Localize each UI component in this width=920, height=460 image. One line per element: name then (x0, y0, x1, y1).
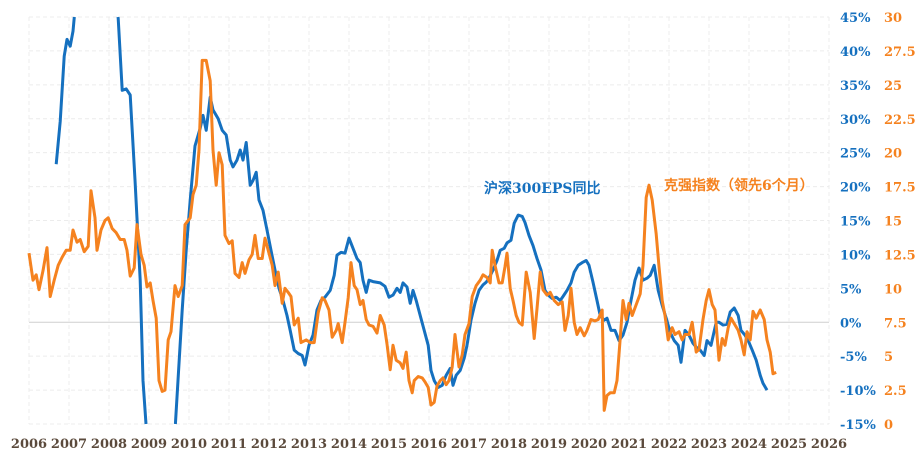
y-right-tick-label: 2.5 (884, 384, 907, 399)
x-tick-label: 2014 (331, 437, 367, 452)
y-left-tick-label: 15% (840, 215, 871, 230)
y-right-tick-label: 0 (884, 418, 893, 433)
y-left-tick-label: 10% (840, 248, 871, 263)
x-tick-label: 2019 (531, 437, 567, 452)
x-tick-label: 2013 (291, 437, 327, 452)
y-left-tick-label: -5% (840, 350, 867, 365)
y-right-tick-label: 30 (884, 11, 902, 26)
x-tick-label: 2011 (211, 437, 247, 452)
y-left-tick-label: 30% (840, 113, 871, 128)
x-tick-label: 2022 (651, 437, 687, 452)
x-tick-label: 2024 (731, 437, 767, 452)
x-tick-label: 2021 (611, 437, 647, 452)
y-right-tick-label: 10 (884, 282, 902, 297)
series-lines (27, 16, 777, 425)
x-tick-label: 2023 (691, 437, 727, 452)
y-left-tick-label: 0% (840, 316, 862, 331)
y-left-tick-label: -15% (840, 418, 876, 433)
y-left-tick-label: 35% (840, 79, 871, 94)
y-axis-labels: 45% 40% 35% 30% 25% 20% 15% 10% 5% 0% -5% -10% -15% 3… (840, 11, 916, 433)
y-right-tick-label: 25 (884, 79, 902, 94)
y-right-tick-label: 22.5 (884, 113, 916, 128)
y-left-tick-label: -10% (840, 384, 876, 399)
x-tick-label: 2017 (451, 437, 487, 452)
x-tick-label: 2012 (251, 437, 287, 452)
y-right-tick-label: 7.5 (884, 316, 907, 331)
series-line-keqiang-index (27, 58, 777, 412)
y-right-tick-label: 17.5 (884, 181, 916, 196)
x-tick-label: 2006 (11, 437, 47, 452)
x-tick-label: 2018 (491, 437, 527, 452)
y-right-tick-label: 15 (884, 215, 902, 230)
x-tick-label: 2026 (811, 437, 847, 452)
y-right-tick-label: 5 (884, 350, 893, 365)
x-tick-label: 2007 (51, 437, 87, 452)
x-tick-label: 2015 (371, 437, 407, 452)
x-axis-labels: 2006 2007 2008 2009 2010 2011 2012 2013 2014 2015… (11, 437, 847, 452)
x-tick-label: 2009 (131, 437, 167, 452)
y-left-tick-label: 40% (840, 45, 871, 60)
series-label-eps: 沪深300EPS同比 (484, 180, 601, 197)
y-left-tick-label: 20% (840, 181, 871, 196)
y-left-tick-label: 25% (840, 147, 871, 162)
y-right-tick-label: 20 (884, 147, 902, 162)
y-right-tick-label: 27.5 (884, 45, 916, 60)
x-tick-label: 2020 (571, 437, 607, 452)
x-tick-label: 2025 (771, 437, 807, 452)
y-left-tick-label: 45% (840, 11, 871, 26)
x-tick-label: 2008 (91, 437, 127, 452)
series-line-eps-yoy (54, 16, 769, 425)
y-left-tick-label: 5% (840, 282, 862, 297)
x-tick-label: 2010 (171, 437, 207, 452)
x-tick-label: 2016 (411, 437, 447, 452)
series-label-keqiang: 克强指数（领先6个月） (664, 177, 814, 194)
y-right-tick-label: 12.5 (884, 248, 916, 263)
